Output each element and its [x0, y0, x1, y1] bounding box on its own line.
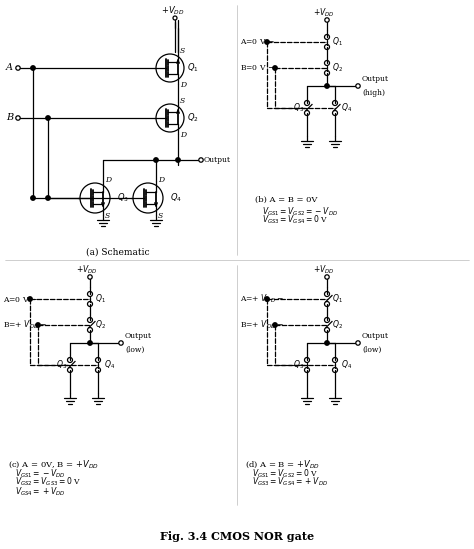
- Circle shape: [88, 341, 92, 345]
- Circle shape: [265, 40, 269, 44]
- Circle shape: [176, 158, 180, 162]
- Text: $Q_4$: $Q_4$: [170, 192, 182, 204]
- Text: $Q_2$: $Q_2$: [95, 319, 106, 331]
- Text: $Q_1$: $Q_1$: [95, 293, 106, 305]
- Text: B=0 V $-$: B=0 V $-$: [240, 64, 275, 72]
- Text: B: B: [6, 114, 13, 122]
- Text: D: D: [158, 176, 164, 184]
- Text: $Q_4$: $Q_4$: [341, 102, 352, 114]
- Text: Fig. 3.4 CMOS NOR gate: Fig. 3.4 CMOS NOR gate: [160, 530, 314, 541]
- Text: Output: Output: [362, 75, 389, 83]
- Text: $Q_4$: $Q_4$: [341, 358, 352, 371]
- Circle shape: [46, 116, 50, 120]
- Text: (d) A = B = $+V_{DD}$: (d) A = B = $+V_{DD}$: [245, 458, 320, 470]
- Text: (a) Schematic: (a) Schematic: [86, 248, 150, 257]
- Text: D: D: [180, 81, 186, 89]
- Text: B=+ $V_{DD}$ $-$: B=+ $V_{DD}$ $-$: [3, 319, 47, 331]
- Circle shape: [273, 66, 277, 70]
- Circle shape: [154, 158, 158, 162]
- Text: $Q_3$: $Q_3$: [293, 102, 304, 114]
- Circle shape: [31, 196, 35, 200]
- Text: S: S: [180, 97, 185, 105]
- Text: A: A: [6, 64, 13, 72]
- Text: A=0 V $-$: A=0 V $-$: [240, 37, 275, 47]
- Circle shape: [325, 84, 329, 88]
- Circle shape: [273, 323, 277, 327]
- Circle shape: [265, 297, 269, 301]
- Text: $+V_{DD}$: $+V_{DD}$: [313, 7, 335, 19]
- Circle shape: [36, 323, 40, 327]
- Text: (high): (high): [362, 89, 385, 97]
- Text: $V_{GS3} = V_{GS4} = 0$ V: $V_{GS3} = V_{GS4} = 0$ V: [262, 214, 328, 227]
- Circle shape: [46, 196, 50, 200]
- Text: $V_{GS2} = V_{GS3} = 0$ V: $V_{GS2} = V_{GS3} = 0$ V: [15, 476, 82, 489]
- Text: Output: Output: [362, 332, 389, 340]
- Text: D: D: [180, 131, 186, 139]
- Text: (low): (low): [125, 346, 145, 354]
- Text: $Q_3$: $Q_3$: [293, 358, 304, 371]
- Text: $Q_1$: $Q_1$: [332, 293, 343, 305]
- Text: (low): (low): [362, 346, 382, 354]
- Circle shape: [325, 341, 329, 345]
- Text: $Q_1$: $Q_1$: [187, 61, 199, 74]
- Text: A=0 V $-$: A=0 V $-$: [3, 294, 38, 304]
- Text: S: S: [180, 47, 185, 55]
- Text: Output: Output: [125, 332, 152, 340]
- Text: $V_{GS1} = V_{GS2} = 0$ V: $V_{GS1} = V_{GS2} = 0$ V: [252, 467, 319, 479]
- Text: Output: Output: [204, 156, 231, 164]
- Text: $Q_2$: $Q_2$: [332, 61, 343, 74]
- Text: D: D: [105, 176, 111, 184]
- Text: A=+ $V_{DD}$ $-$: A=+ $V_{DD}$ $-$: [240, 293, 284, 305]
- Text: $Q_2$: $Q_2$: [187, 112, 199, 124]
- Text: $V_{GS3} = V_{GS4} = +V_{DD}$: $V_{GS3} = V_{GS4} = +V_{DD}$: [252, 476, 328, 489]
- Circle shape: [31, 66, 35, 70]
- Text: (c) A = 0V, B = $+V_{DD}$: (c) A = 0V, B = $+V_{DD}$: [8, 458, 99, 470]
- Circle shape: [28, 297, 32, 301]
- Text: S: S: [105, 212, 110, 220]
- Text: $V_{GS1} = -V_{DD}$: $V_{GS1} = -V_{DD}$: [15, 467, 65, 479]
- Text: $+V_{DD}$: $+V_{DD}$: [313, 264, 335, 276]
- Text: $V_{GS4} = +V_{DD}$: $V_{GS4} = +V_{DD}$: [15, 485, 65, 497]
- Text: B=+ $V_{DD}$ $-$: B=+ $V_{DD}$ $-$: [240, 319, 284, 331]
- Text: $Q_3$: $Q_3$: [56, 358, 67, 371]
- Text: $Q_3$: $Q_3$: [117, 192, 129, 204]
- Text: $+V_{DD}$: $+V_{DD}$: [76, 264, 98, 276]
- Text: S: S: [158, 212, 163, 220]
- Text: $V_{GS1} = V_{GS2} = -V_{DD}$: $V_{GS1} = V_{GS2} = -V_{DD}$: [262, 205, 338, 217]
- Text: $+V_{DD}$: $+V_{DD}$: [161, 4, 184, 17]
- Text: $Q_2$: $Q_2$: [332, 319, 343, 331]
- Text: $Q_1$: $Q_1$: [332, 36, 343, 48]
- Text: (b) A = B = 0V: (b) A = B = 0V: [255, 196, 318, 204]
- Text: $Q_4$: $Q_4$: [104, 358, 115, 371]
